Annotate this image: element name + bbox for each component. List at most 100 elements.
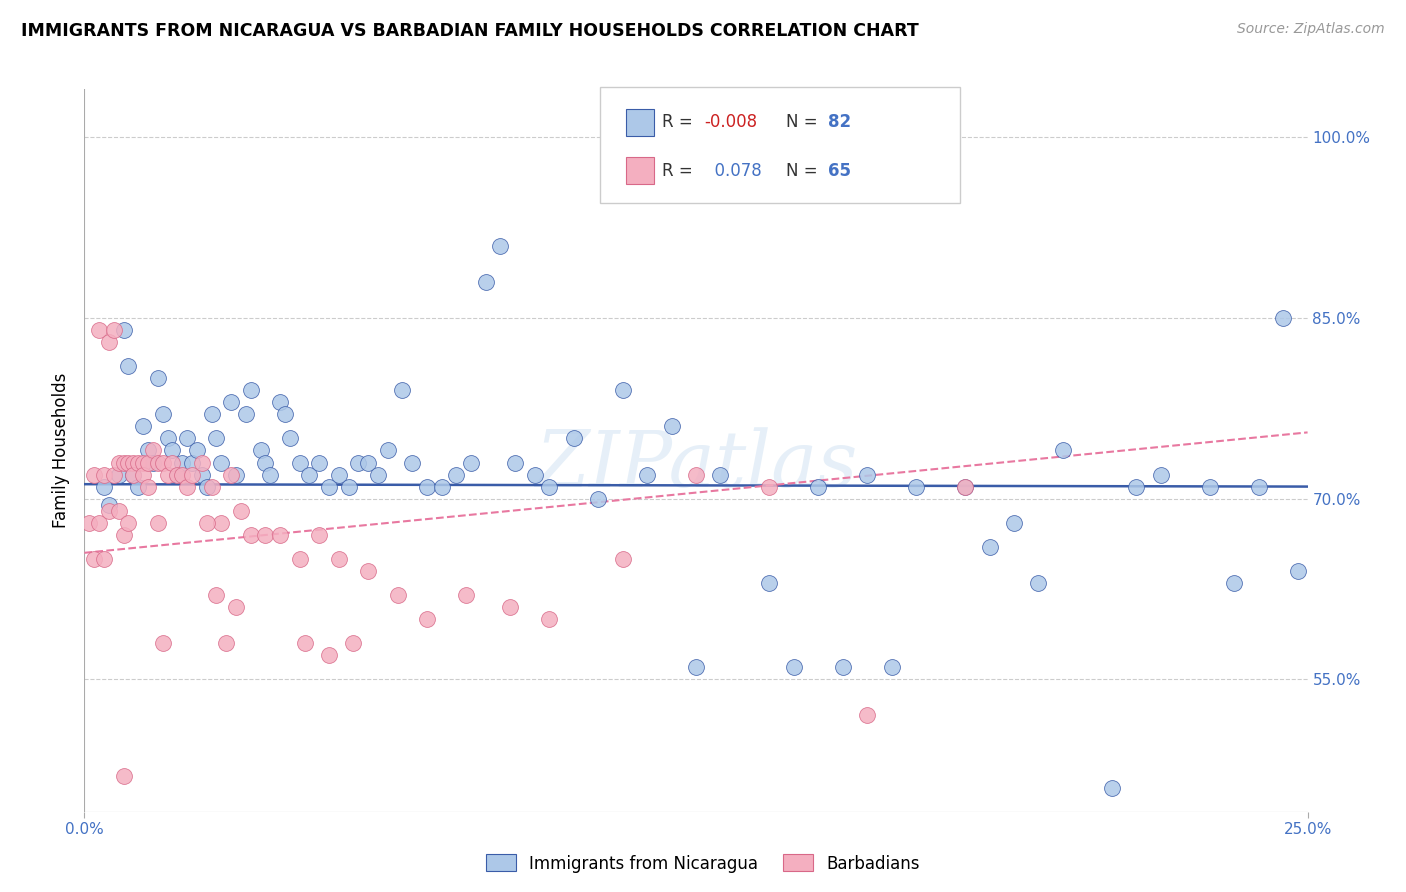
Point: [142, 443, 165, 458]
Point: [83, 467, 105, 482]
Point: [328, 467, 350, 482]
Point: [176, 432, 198, 446]
Point: [612, 551, 634, 566]
Point: [367, 467, 389, 482]
Point: [1286, 564, 1309, 578]
Text: 65: 65: [828, 161, 851, 179]
Point: [181, 467, 204, 482]
Point: [97, 498, 120, 512]
Point: [758, 480, 780, 494]
Point: [191, 467, 214, 482]
Point: [122, 456, 145, 470]
Point: [172, 456, 194, 470]
Point: [294, 636, 316, 650]
Point: [474, 275, 496, 289]
Point: [107, 456, 129, 470]
Point: [1002, 516, 1025, 530]
Point: [1150, 467, 1173, 482]
Point: [239, 384, 262, 398]
Point: [107, 504, 129, 518]
Point: [503, 456, 526, 470]
Point: [239, 528, 262, 542]
Point: [347, 456, 370, 470]
Point: [308, 528, 330, 542]
Point: [127, 480, 149, 494]
Point: [93, 467, 115, 482]
Point: [416, 480, 439, 494]
Point: [1052, 443, 1074, 458]
Point: [401, 456, 423, 470]
Point: [249, 443, 271, 458]
Point: [103, 323, 125, 337]
Text: R =: R =: [662, 161, 699, 179]
Point: [269, 395, 291, 409]
Point: [1198, 480, 1220, 494]
Point: [156, 467, 179, 482]
Point: [1028, 576, 1050, 591]
Point: [152, 407, 174, 422]
Point: [195, 516, 218, 530]
Point: [562, 432, 585, 446]
Point: [166, 467, 188, 482]
Point: [298, 467, 321, 482]
Point: [387, 588, 409, 602]
Point: [685, 660, 707, 674]
Point: [831, 660, 853, 674]
Point: [685, 467, 707, 482]
Point: [416, 612, 439, 626]
Point: [200, 480, 222, 494]
Text: 0.078: 0.078: [704, 161, 762, 179]
Y-axis label: Family Households: Family Households: [52, 373, 70, 528]
Point: [209, 516, 232, 530]
Point: [1272, 311, 1295, 326]
Legend: Immigrants from Nicaragua, Barbadians: Immigrants from Nicaragua, Barbadians: [479, 847, 927, 880]
Point: [337, 480, 360, 494]
Point: [391, 384, 413, 398]
Point: [342, 636, 364, 650]
Point: [856, 708, 879, 723]
Point: [288, 551, 311, 566]
Point: [112, 456, 135, 470]
Point: [162, 456, 184, 470]
Point: [979, 540, 1001, 554]
Point: [215, 636, 238, 650]
Point: [489, 238, 512, 253]
Point: [205, 432, 228, 446]
Point: [357, 564, 380, 578]
Point: [905, 480, 928, 494]
Point: [357, 456, 380, 470]
Point: [122, 467, 145, 482]
Point: [200, 407, 222, 422]
Point: [636, 467, 658, 482]
Point: [97, 504, 120, 518]
Point: [235, 407, 257, 422]
Point: [146, 371, 169, 385]
Point: [1125, 480, 1147, 494]
Point: [586, 491, 609, 506]
Text: N =: N =: [786, 113, 823, 131]
Point: [122, 467, 145, 482]
Point: [308, 456, 330, 470]
Point: [152, 456, 174, 470]
Point: [186, 443, 208, 458]
Point: [460, 456, 482, 470]
Point: [97, 335, 120, 350]
Text: N =: N =: [786, 161, 823, 179]
Point: [709, 467, 731, 482]
Point: [538, 612, 561, 626]
Point: [499, 600, 522, 615]
Point: [612, 384, 634, 398]
Point: [318, 480, 340, 494]
Point: [444, 467, 467, 482]
Point: [117, 359, 139, 373]
Point: [807, 480, 830, 494]
Point: [783, 660, 806, 674]
Point: [953, 480, 976, 494]
Point: [112, 769, 135, 783]
Point: [152, 636, 174, 650]
Point: [83, 551, 105, 566]
Point: [274, 407, 297, 422]
Point: [132, 419, 155, 434]
Point: [142, 456, 165, 470]
Point: [209, 456, 232, 470]
